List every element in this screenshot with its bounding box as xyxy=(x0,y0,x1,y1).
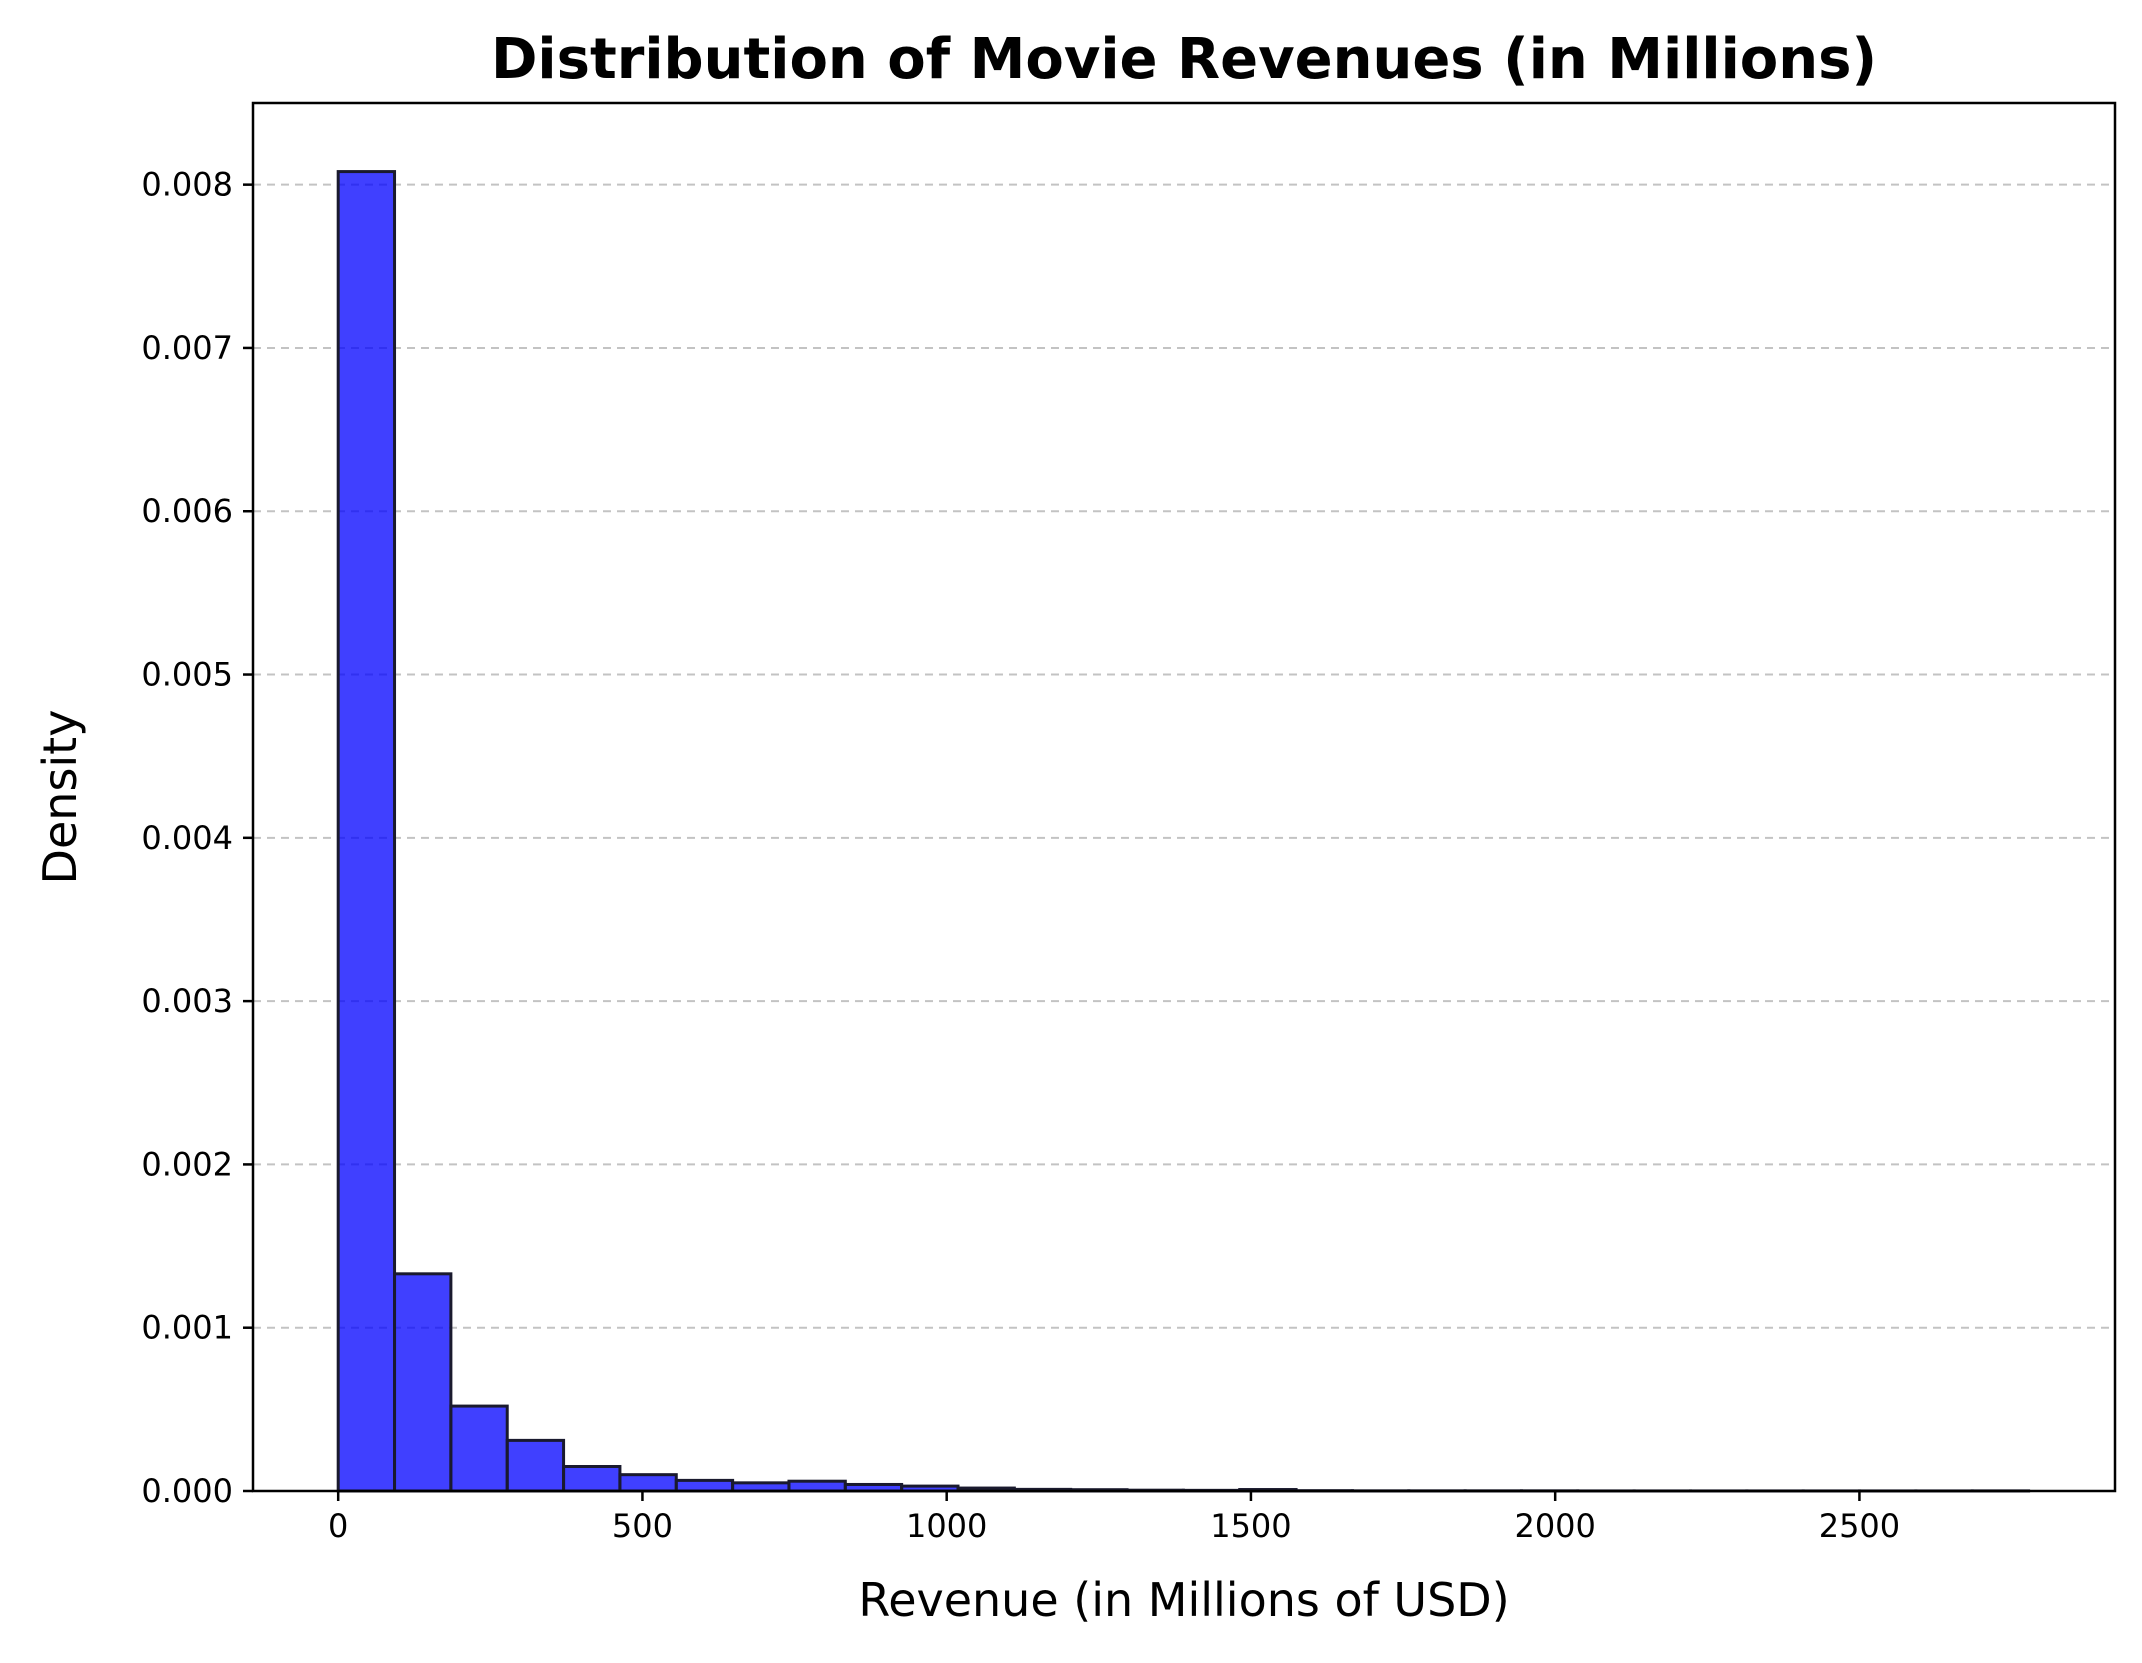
x-tick-label: 1000 xyxy=(906,1507,987,1545)
y-tick-label: 0.008 xyxy=(141,166,233,204)
x-axis-ticks: 0 500 1000 1500 2000 2500 xyxy=(328,1491,1900,1545)
x-tick-label: 0 xyxy=(328,1507,348,1545)
histogram-bar xyxy=(618,1473,678,1493)
y-tick-label: 0.003 xyxy=(141,982,233,1020)
histogram-bar xyxy=(449,1404,509,1493)
x-tick-label: 2500 xyxy=(1819,1507,1900,1545)
x-tick-label: 500 xyxy=(612,1507,673,1545)
y-tick-label: 0.007 xyxy=(141,329,233,367)
x-tick-label: 2000 xyxy=(1514,1507,1595,1545)
histogram-bar xyxy=(674,1478,735,1493)
bars-layer xyxy=(336,170,2031,1493)
x-tick-label: 1500 xyxy=(1210,1507,1291,1545)
y-tick-label: 0.002 xyxy=(141,1145,233,1183)
histogram-bar xyxy=(787,1479,847,1493)
y-axis-ticks: 0.000 0.001 0.002 0.003 0.004 0.005 0.006 0.007… xyxy=(141,166,253,1510)
histogram-bar xyxy=(505,1438,566,1493)
y-tick-label: 0.004 xyxy=(141,819,233,857)
x-axis-label: Revenue (in Millions of USD) xyxy=(858,1573,1509,1627)
plot-frame xyxy=(251,101,2117,1493)
y-tick-label: 0.001 xyxy=(141,1309,233,1347)
y-tick-label: 0.006 xyxy=(141,492,233,530)
histogram-bar xyxy=(393,1272,453,1493)
y-tick-label: 0.005 xyxy=(141,656,233,694)
grid-layer xyxy=(253,183,2115,1329)
y-axis-label: Density xyxy=(33,710,87,885)
chart-title: Distribution of Movie Revenues (in Milli… xyxy=(491,27,1877,92)
histogram-bar xyxy=(336,170,397,1493)
y-tick-label: 0.000 xyxy=(141,1472,233,1510)
histogram-bar xyxy=(562,1465,622,1493)
